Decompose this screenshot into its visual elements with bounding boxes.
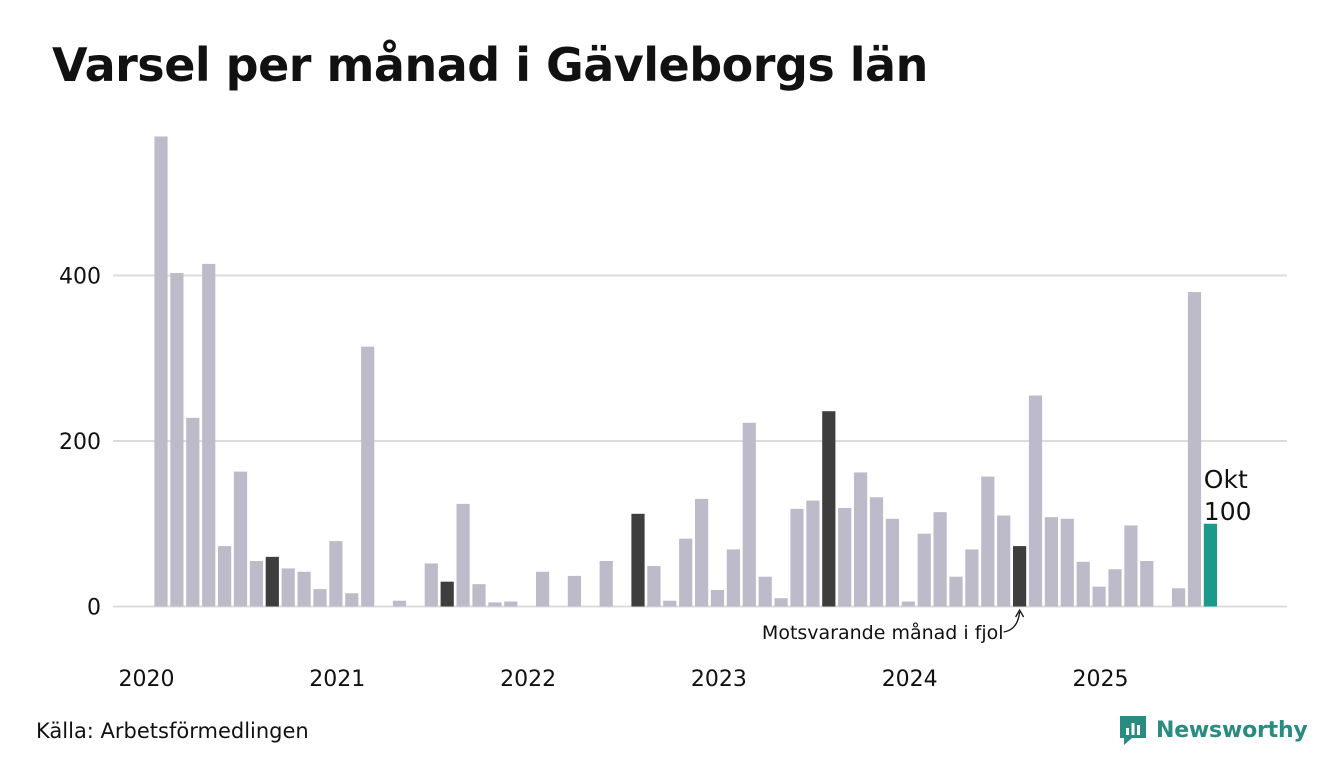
bar [949, 576, 963, 607]
bar [838, 508, 852, 607]
x-tick-label: 2024 [882, 667, 938, 692]
bar [202, 263, 216, 607]
brand-name: Newsworthy [1156, 717, 1308, 743]
bar [186, 417, 200, 607]
bar [965, 549, 979, 607]
bar [774, 598, 788, 607]
bar [1187, 292, 1202, 607]
x-tick-label: 2020 [119, 667, 175, 692]
bar [885, 518, 899, 607]
bar [663, 600, 677, 607]
bar [249, 560, 263, 607]
x-tick-label: 2022 [500, 667, 556, 692]
y-tick-label: 200 [59, 430, 101, 455]
bar [647, 565, 661, 607]
bar [806, 500, 820, 607]
bar [790, 508, 804, 607]
bar [981, 476, 995, 607]
bar-same-month-last-year [1013, 546, 1027, 607]
bar [170, 273, 184, 607]
bar [218, 546, 232, 607]
bar [345, 593, 359, 607]
bar [567, 575, 581, 607]
bar-current-month [1203, 523, 1217, 607]
bar [392, 600, 407, 607]
page-title: Varsel per månad i Gävleborgs län [52, 38, 928, 92]
bar [869, 497, 884, 607]
same-month-annotation: Motsvarande månad i fjol [762, 621, 1004, 644]
bar [1028, 395, 1043, 607]
bar-same-month-last-year [265, 556, 279, 607]
current-month-label: Okt [1204, 465, 1248, 494]
bar [997, 515, 1011, 607]
y-tick-label: 400 [59, 265, 101, 290]
bar-same-month-last-year [440, 581, 454, 607]
bar [313, 589, 327, 607]
bar [504, 601, 518, 607]
bar [536, 571, 550, 607]
bar [742, 422, 756, 607]
bar [1108, 569, 1122, 607]
bar [1076, 561, 1090, 607]
bar [297, 571, 311, 607]
bar [233, 471, 248, 607]
bar-same-month-last-year [822, 411, 836, 607]
source-note: Källa: Arbetsförmedlingen [36, 719, 309, 743]
bar [424, 563, 438, 607]
bar [679, 538, 693, 607]
bar [1140, 560, 1154, 607]
bar [758, 576, 772, 607]
bar [329, 541, 343, 607]
bar-same-month-last-year [631, 513, 645, 607]
newsworthy-logo-icon [1120, 716, 1146, 745]
bar [854, 472, 868, 607]
bar [917, 533, 931, 607]
bar [1124, 525, 1138, 607]
bar [710, 589, 725, 607]
bar [1172, 588, 1186, 607]
current-value-label: 100 [1204, 497, 1252, 526]
bar [488, 602, 502, 607]
x-tick-label: 2021 [309, 667, 365, 692]
y-tick-label: 0 [87, 596, 101, 621]
bar [726, 549, 740, 607]
bar [901, 601, 915, 607]
bar [456, 503, 470, 607]
brand-logo[interactable]: Newsworthy [1118, 714, 1308, 746]
annotation-arrowhead [1015, 608, 1025, 618]
bar [472, 584, 486, 607]
bar [361, 346, 375, 607]
bar [1060, 518, 1074, 607]
annotation-arrow [1003, 611, 1021, 633]
bar [281, 568, 295, 607]
x-tick-label: 2023 [691, 667, 747, 692]
bar [1044, 517, 1058, 607]
x-tick-label: 2025 [1073, 667, 1129, 692]
bar [599, 560, 613, 607]
bar [1092, 586, 1106, 607]
bar [154, 136, 168, 607]
bar [933, 512, 947, 607]
bar [695, 498, 709, 607]
